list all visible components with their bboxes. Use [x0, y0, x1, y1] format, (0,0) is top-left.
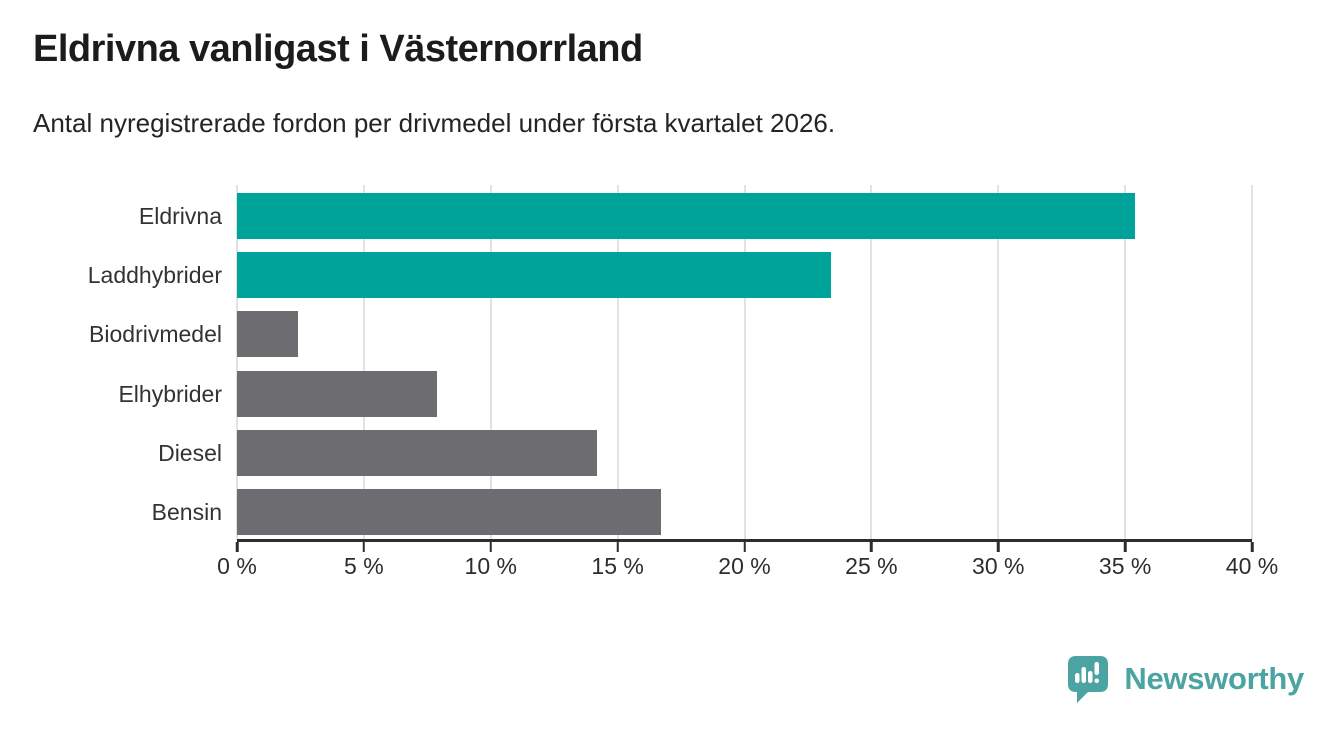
- category-label-laddhybrider: Laddhybrider: [87, 262, 222, 289]
- bar-laddhybrider: [237, 252, 831, 299]
- bar-eldrivna: [237, 193, 1136, 239]
- x-axis-line: [237, 539, 1252, 542]
- chart-subtitle: Antal nyregistrerade fordon per drivmede…: [33, 108, 836, 138]
- category-label-elhybrider: Elhybrider: [118, 380, 222, 407]
- category-label-biodrivmedel: Biodrivmedel: [89, 321, 222, 348]
- x-axis-tick-30: [997, 542, 1000, 552]
- x-axis-tick-label-10: 10 %: [464, 553, 517, 579]
- brand-footer: Newsworthy: [1064, 653, 1304, 705]
- gridline-25: [870, 185, 873, 540]
- bar-elhybrider: [237, 370, 438, 417]
- x-axis-tick-25: [870, 542, 873, 552]
- brand-name: Newsworthy: [1124, 661, 1304, 696]
- bar-chart-speech-bubble-icon: [1068, 656, 1109, 703]
- x-axis-tick-label-35: 35 %: [1098, 553, 1152, 579]
- category-label-eldrivna: Eldrivna: [138, 203, 222, 229]
- gridline-10: [489, 185, 492, 540]
- gridline-15: [616, 185, 619, 540]
- bar-bensin: [237, 488, 661, 535]
- x-axis-tick-labels: 0 % 5 % 10 % 15 % 20 % 25 % 30 % 35 % 40 %: [217, 553, 1278, 587]
- x-axis-tick-10: [489, 542, 492, 552]
- x-axis-tick-0: [235, 542, 239, 552]
- category-label-column: Eldrivna Laddhybrider Biodrivmedel Elhybrid…: [0, 185, 222, 540]
- gridline-20: [743, 185, 746, 540]
- x-axis-tick-label-40: 40 %: [1225, 553, 1279, 579]
- plot-area: [235, 185, 1254, 552]
- gridline-35: [1124, 185, 1127, 540]
- gridline-5: [362, 185, 365, 540]
- category-label-bensin: Bensin: [151, 498, 222, 525]
- x-axis-tick-35: [1123, 542, 1127, 552]
- gridline-40: [1251, 185, 1253, 540]
- x-axis-tick-label-30: 30 %: [972, 553, 1025, 579]
- gridline-0: [236, 185, 238, 540]
- bar-diesel: [237, 429, 598, 476]
- x-axis-tick-20: [743, 542, 746, 552]
- x-axis-tick-label-15: 15 %: [591, 553, 644, 579]
- x-axis-tick-label-20: 20 %: [718, 553, 771, 579]
- gridline-30: [997, 185, 1000, 540]
- x-axis-tick-label-5: 5 %: [344, 553, 384, 579]
- category-label-diesel: Diesel: [158, 439, 222, 466]
- x-axis-tick-15: [616, 542, 619, 552]
- chart-title: Eldrivna vanligast i Västernorrland: [33, 28, 643, 70]
- x-axis-tick-label-0: 0 %: [217, 553, 257, 579]
- bar-biodrivmedel: [237, 311, 298, 358]
- x-axis-tick-label-25: 25 %: [845, 553, 898, 579]
- x-axis-tick-40: [1250, 542, 1254, 552]
- x-axis-tick-5: [362, 542, 366, 552]
